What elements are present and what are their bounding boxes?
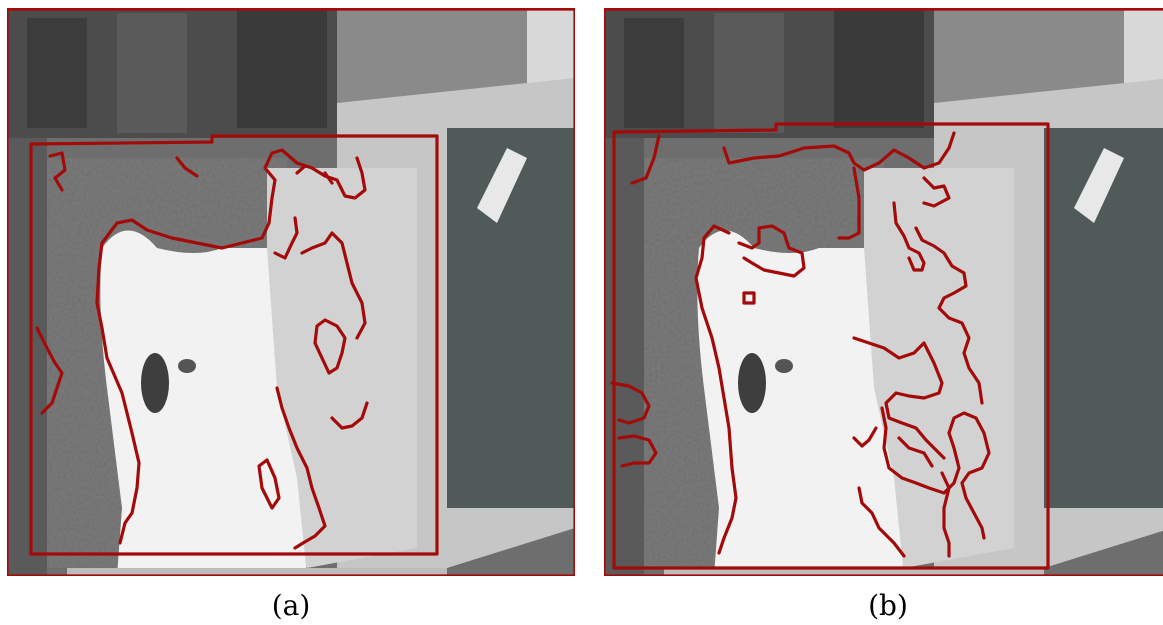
caption-b: (b) [868, 589, 908, 622]
photo-scene-a [7, 8, 575, 576]
segmentation-image-a [7, 8, 575, 576]
segmentation-image-b [604, 8, 1163, 576]
image-panel-a [7, 8, 575, 576]
contour-lines-b [604, 8, 1163, 576]
contour-lines-a [7, 8, 575, 576]
photo-scene-b [604, 8, 1163, 576]
image-panel-b [604, 8, 1163, 576]
caption-a: (a) [271, 589, 311, 622]
